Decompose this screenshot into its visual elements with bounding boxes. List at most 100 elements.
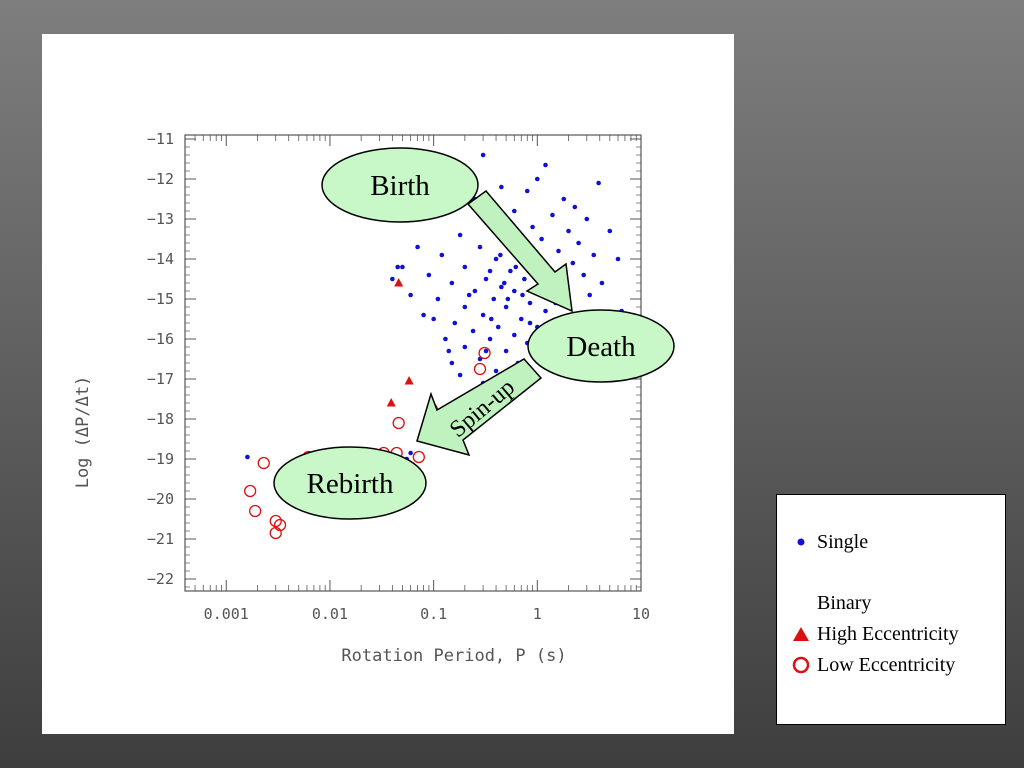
single-pulsar-point <box>512 332 517 338</box>
y-tick-label: −21 <box>147 530 174 548</box>
single-pulsar-point <box>446 348 452 354</box>
single-pulsar-point <box>493 368 499 374</box>
y-tick-label: −13 <box>147 210 174 228</box>
birth-callout <box>321 147 479 223</box>
single-pulsar-point <box>527 300 533 306</box>
single-pulsar-point <box>470 328 476 334</box>
single-pulsar-point <box>512 208 517 214</box>
x-tick-label: 1 <box>533 605 542 623</box>
legend-label-binary: Binary <box>817 592 872 614</box>
y-tick-label: −22 <box>147 570 174 588</box>
single-pulsar-point <box>576 240 581 246</box>
single-pulsar-point <box>408 450 413 456</box>
single-pulsar-point <box>483 276 489 282</box>
y-tick-label: −14 <box>147 250 174 268</box>
single-pulsar-point <box>566 228 571 234</box>
low-ecc-point <box>244 484 257 498</box>
y-tick-label: −18 <box>147 410 174 428</box>
single-pulsar-point <box>435 296 441 302</box>
low-ecc-point <box>478 346 491 360</box>
single-pulsar-point <box>466 292 472 298</box>
single-pulsar-point <box>587 292 592 298</box>
single-pulsar-point <box>390 276 395 282</box>
x-tick-label: 10 <box>632 605 650 623</box>
single-pulsar-point <box>607 228 613 234</box>
blue-dot-icon <box>797 538 805 546</box>
y-tick-label: −12 <box>147 170 174 188</box>
y-axis-title: Log (ΔP/Δt) <box>73 376 93 489</box>
y-tick-label: −16 <box>147 330 174 348</box>
single-pulsar-point <box>512 288 517 294</box>
single-pulsar-point <box>524 188 530 194</box>
death-callout <box>527 309 675 383</box>
high-ecc-point <box>404 376 414 385</box>
single-pulsar-point <box>462 344 468 350</box>
x-tick-label: 0.1 <box>420 605 447 623</box>
legend-label-single: Single <box>817 531 869 553</box>
y-tick-label: −17 <box>147 370 174 388</box>
red-open-circle-icon <box>792 656 810 674</box>
low-ecc-point <box>392 416 405 430</box>
single-pulsar-point <box>543 162 548 168</box>
y-tick-label: −11 <box>147 130 174 148</box>
single-pulsar-point <box>489 316 494 322</box>
single-pulsar-point <box>443 336 448 342</box>
low-ecc-point <box>269 514 282 528</box>
single-pulsar-point <box>480 312 486 318</box>
x-tick-label: 0.01 <box>312 605 348 623</box>
y-tick-label: −19 <box>147 450 174 468</box>
high-ecc-point <box>386 398 396 407</box>
single-pulsar-point <box>457 232 463 238</box>
single-pulsar-point <box>426 272 432 278</box>
single-pulsar-point <box>599 280 605 286</box>
single-pulsar-point <box>508 268 513 274</box>
single-pulsar-point <box>530 224 535 230</box>
single-pulsar-point <box>483 348 489 354</box>
single-pulsar-point <box>596 180 601 186</box>
red-triangle-icon <box>793 627 809 641</box>
single-pulsar-point <box>491 296 497 302</box>
low-ecc-point <box>249 504 262 518</box>
single-pulsar-point <box>556 248 561 254</box>
axis-ticks <box>184 135 642 591</box>
single-pulsar-point <box>499 284 504 290</box>
x-axis-title: Rotation Period, P (s) <box>341 646 566 666</box>
single-pulsar-point <box>495 324 501 330</box>
single-pulsar-point <box>480 152 486 158</box>
single-pulsar-point <box>535 176 540 182</box>
single-pulsar-point <box>462 264 468 270</box>
single-pulsar-point <box>415 244 420 250</box>
single-pulsar-point <box>395 264 400 270</box>
single-pulsar-point <box>561 196 567 202</box>
single-pulsar-point <box>493 256 499 262</box>
low-ecc-point <box>412 450 425 464</box>
single-pulsar-point <box>591 252 597 258</box>
single-pulsar-point <box>439 252 445 258</box>
single-pulsar-point <box>449 360 455 366</box>
single-pulsar-point <box>581 272 586 278</box>
single-pulsar-point <box>518 316 524 322</box>
single-pulsar-point <box>543 308 548 314</box>
low-ecc-point <box>269 526 282 540</box>
single-pulsar-point <box>400 264 405 270</box>
y-tick-label: −20 <box>147 490 174 508</box>
single-pulsar-point <box>570 260 576 266</box>
single-pulsar-point <box>499 184 504 190</box>
single-pulsar-point <box>487 268 493 274</box>
single-pulsar-point <box>503 348 509 354</box>
single-pulsar-point <box>513 264 519 270</box>
x-tick-label: 0.001 <box>204 605 249 623</box>
single-pulsar-point <box>472 288 478 294</box>
spin-up-arrow <box>416 358 543 457</box>
single-pulsar-point <box>539 236 544 242</box>
legend: Single Binary High Eccentricity Low Ecce… <box>776 494 1006 725</box>
single-pulsar-point <box>501 280 507 286</box>
legend-label-high-ecc: High Eccentricity <box>817 623 959 645</box>
single-pulsar-point <box>505 296 511 302</box>
rebirth-callout <box>273 446 427 520</box>
single-pulsar-point <box>487 336 493 342</box>
single-pulsar-point <box>550 212 555 218</box>
death-label: Death <box>566 331 636 363</box>
single-pulsar-point <box>527 320 533 326</box>
single-pulsar-point <box>572 204 578 210</box>
